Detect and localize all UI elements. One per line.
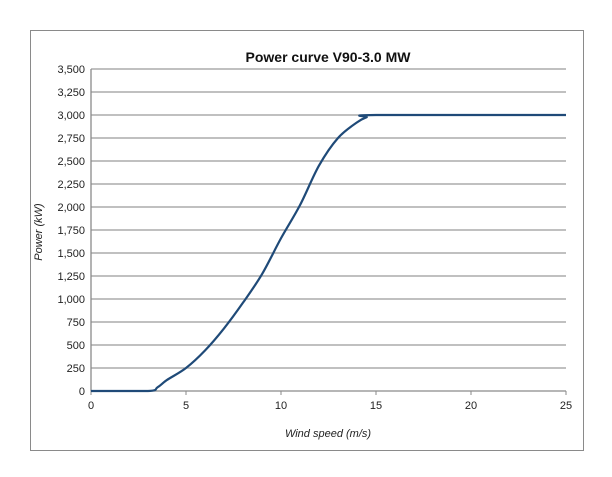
y-tick-label: 2,250: [57, 179, 85, 191]
x-tick-label: 20: [465, 400, 477, 412]
y-tick-label: 2,500: [57, 156, 85, 168]
y-tick-label: 3,250: [57, 87, 85, 99]
y-tick-label: 1,250: [57, 271, 85, 283]
x-tick-label: 15: [370, 400, 382, 412]
y-tick-label: 750: [67, 317, 85, 329]
x-tick-label: 25: [560, 400, 572, 412]
y-tick-label: 2,000: [57, 202, 85, 214]
y-tick-label: 1,500: [57, 248, 85, 260]
y-tick-label: 3,500: [57, 64, 85, 76]
y-tick-label: 0: [79, 386, 85, 398]
y-axis-label: Power (kW): [33, 203, 45, 261]
y-tick-label: 3,000: [57, 110, 85, 122]
y-tick-label: 1,000: [57, 294, 85, 306]
y-tick-label: 2,750: [57, 133, 85, 145]
chart-frame: [30, 30, 584, 451]
x-axis-label: Wind speed (m/s): [285, 428, 371, 440]
x-tick-label: 10: [275, 400, 287, 412]
x-tick-label: 0: [88, 400, 94, 412]
power-curve-line: [91, 113, 566, 393]
y-tick-label: 500: [67, 340, 85, 352]
chart-title: Power curve V90-3.0 MW: [246, 49, 412, 65]
y-tick-label: 250: [67, 363, 85, 375]
x-tick-label: 5: [183, 400, 189, 412]
y-tick-label: 1,750: [57, 225, 85, 237]
